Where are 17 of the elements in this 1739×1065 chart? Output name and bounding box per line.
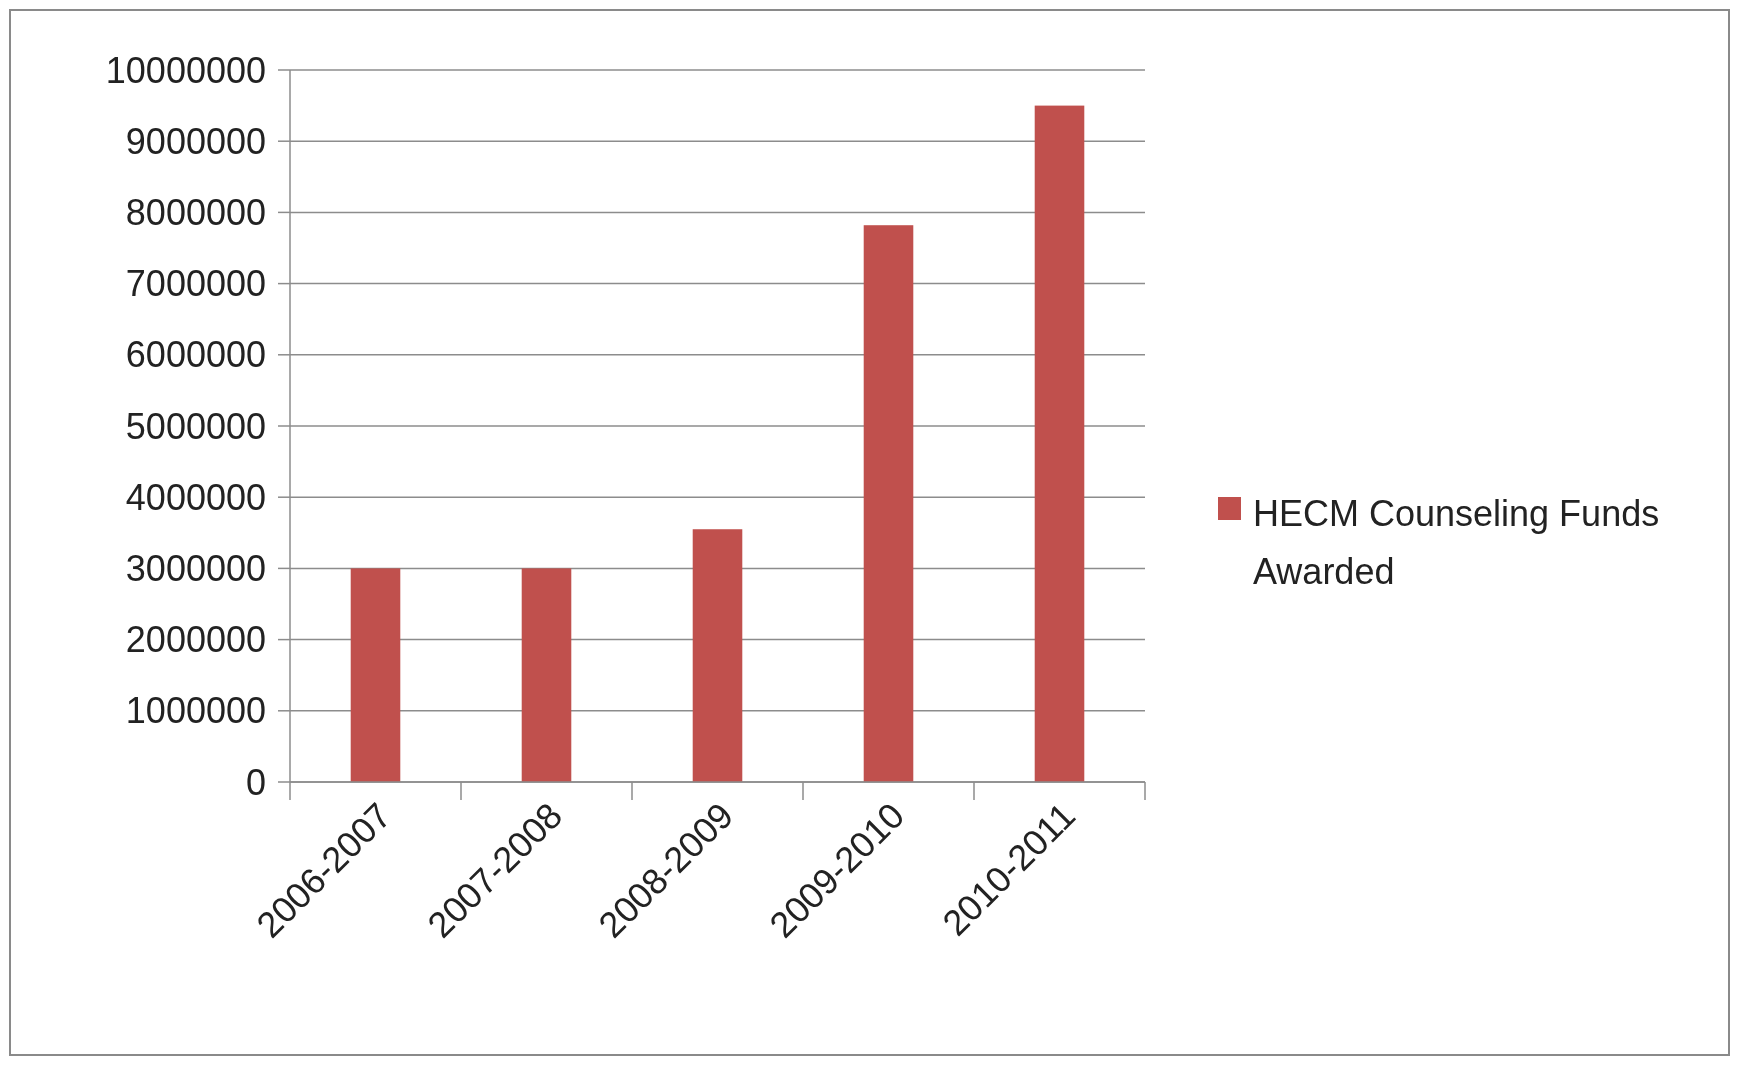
bar <box>692 529 743 782</box>
y-tick-label: 7000000 <box>125 263 266 305</box>
bar <box>521 568 572 782</box>
bar <box>350 568 401 782</box>
y-tick-label: 3000000 <box>125 548 266 589</box>
bar <box>1034 105 1085 782</box>
y-tick-label: 8000000 <box>125 192 266 233</box>
y-tick-label: 2000000 <box>125 619 266 661</box>
y-tick-label: 9000000 <box>125 120 266 162</box>
y-tick-label: 0 <box>245 761 266 803</box>
y-tick-label: 4000000 <box>125 476 266 518</box>
y-tick-label: 5000000 <box>125 405 266 447</box>
y-tick-label: 1000000 <box>125 690 266 732</box>
bar <box>863 225 914 782</box>
y-tick-label: 10000000 <box>105 49 266 91</box>
legend-label: HECM Counseling Funds Awarded <box>1253 492 1660 592</box>
y-tick-label: 6000000 <box>125 334 266 376</box>
